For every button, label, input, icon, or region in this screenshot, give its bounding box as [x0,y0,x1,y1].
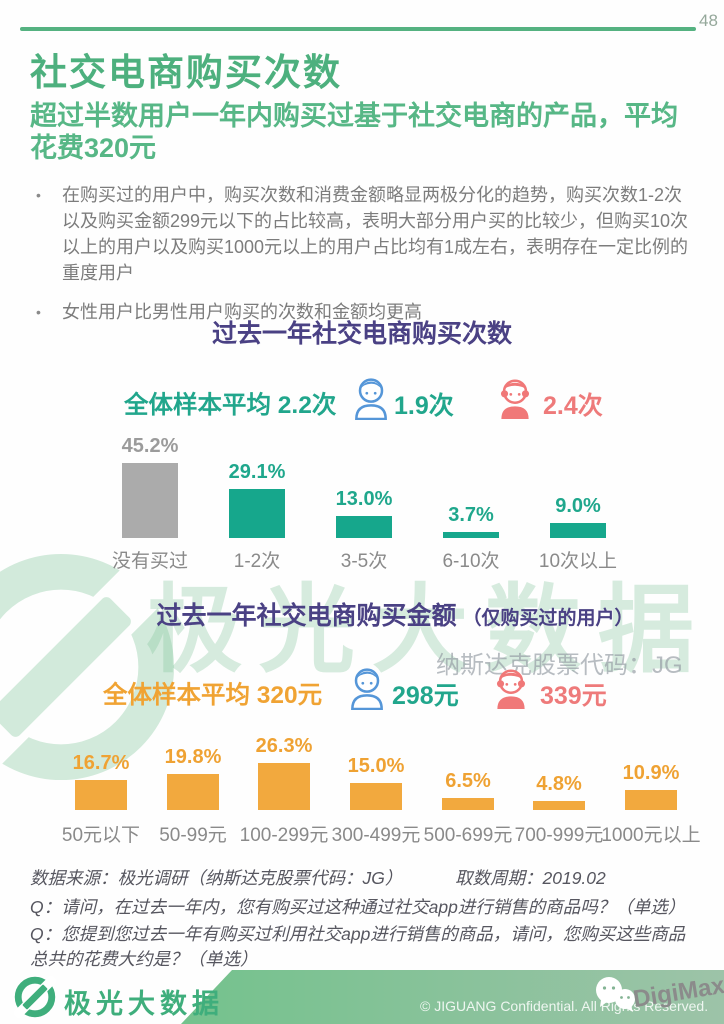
bar-category-label: 500-699元 [423,825,513,846]
bar-value-label: 10.9% [622,762,680,784]
bar-value-label: 9.0% [555,495,601,517]
data-source-text: 数据来源：极光调研（纳斯达克股票代码：JG） [30,868,403,888]
key-findings-list: • 在购买过的用户中，购买次数和消费金额略显两极分化的趋势，购买次数1-2次以及… [36,182,698,338]
female-icon [496,669,526,709]
bar-value-label: 15.0% [347,755,405,777]
chart1-male-value: 1.9次 [394,392,454,420]
bar-category-label: 50-99元 [159,825,227,846]
bar [350,783,402,810]
bullet-text: 在购买过的用户中，购买次数和消费金额略显两极分化的趋势，购买次数1-2次以及购买… [62,185,689,284]
copyright-text: © JIGUANG Confidential. All Rights Reser… [420,998,709,1014]
bar-category-label: 700-999元 [514,825,604,846]
bar [625,790,677,810]
bar [258,763,310,810]
bar-category-label: 50元以下 [61,825,141,846]
chart1-average-label: 全体样本平均 2.2次 [124,392,337,419]
bar-value-label: 45.2% [121,435,179,457]
page-subtitle: 超过半数用户一年内购买过基于社交电商的产品，平均花费320元 [30,101,678,164]
bar-value-label: 13.0% [335,488,393,510]
jiguang-logo-watermark [0,548,180,786]
data-period-text: 取数周期：2019.02 [455,868,606,888]
bar-value-label: 6.5% [445,770,491,792]
bar [229,489,285,538]
bar-category-label: 1000元以上 [601,825,701,846]
bar-category-label: 300-499元 [331,825,421,846]
chart2-average-label: 全体样本平均 320元 [103,682,323,709]
jiguang-logo [14,976,56,1018]
nasdaq-code-watermark: 纳斯达克股票代码：JG [436,652,683,679]
question1-text: Q：请问，在过去一年内，您有购买过这种通过社交app进行销售的商品吗？（单选） [30,897,686,917]
bullet-icon: • [36,187,41,203]
footer-brand-name: 极光大数据 [64,989,224,1019]
bar [533,801,585,810]
chart2-female-value: 339元 [540,682,607,710]
bullet-icon: • [36,304,41,321]
bar-value-label: 4.8% [536,773,582,795]
male-icon [355,378,387,420]
bar [122,463,178,538]
wechat-icon [596,977,635,1012]
page-number: 48 [699,11,718,30]
question2-text: Q：您提到您过去一年有购买过利用社交app进行销售的商品，请问，您购买这些商品总… [30,924,686,969]
list-item: • 在购买过的用户中，购买次数和消费金额略显两极分化的趋势，购买次数1-2次以及… [36,182,698,286]
chart2-title-main: 过去一年社交电商购买金额 [156,602,457,630]
bar-category-label: 100-299元 [239,825,329,846]
bar-value-label: 3.7% [448,504,494,526]
bar [442,798,494,810]
chart2-male-value: 298元 [392,682,459,710]
bullet-text: 女性用户比男性用户购买的次数和金额均更高 [62,302,422,323]
bar [443,532,499,538]
bar-value-label: 29.1% [228,461,286,483]
chart1-title: 过去一年社交电商购买次数 [211,320,512,348]
chart2-title-suffix: （仅购买过的用户） [462,608,634,629]
bar [336,516,392,538]
chart1-female-value: 2.4次 [543,392,603,420]
list-item: • 女性用户比男性用户购买的次数和金额均更高 [36,299,698,325]
header-divider-line [20,27,696,31]
bar-value-label: 26.3% [255,735,313,757]
chart2-title: 过去一年社交电商购买金额 （仅购买过的用户） [33,596,724,632]
page-title: 社交电商购买次数 [30,52,342,93]
male-icon [351,668,383,710]
female-icon [500,379,530,419]
bar [550,523,606,538]
jiguang-text-watermark: 极光大数据 [146,577,711,684]
